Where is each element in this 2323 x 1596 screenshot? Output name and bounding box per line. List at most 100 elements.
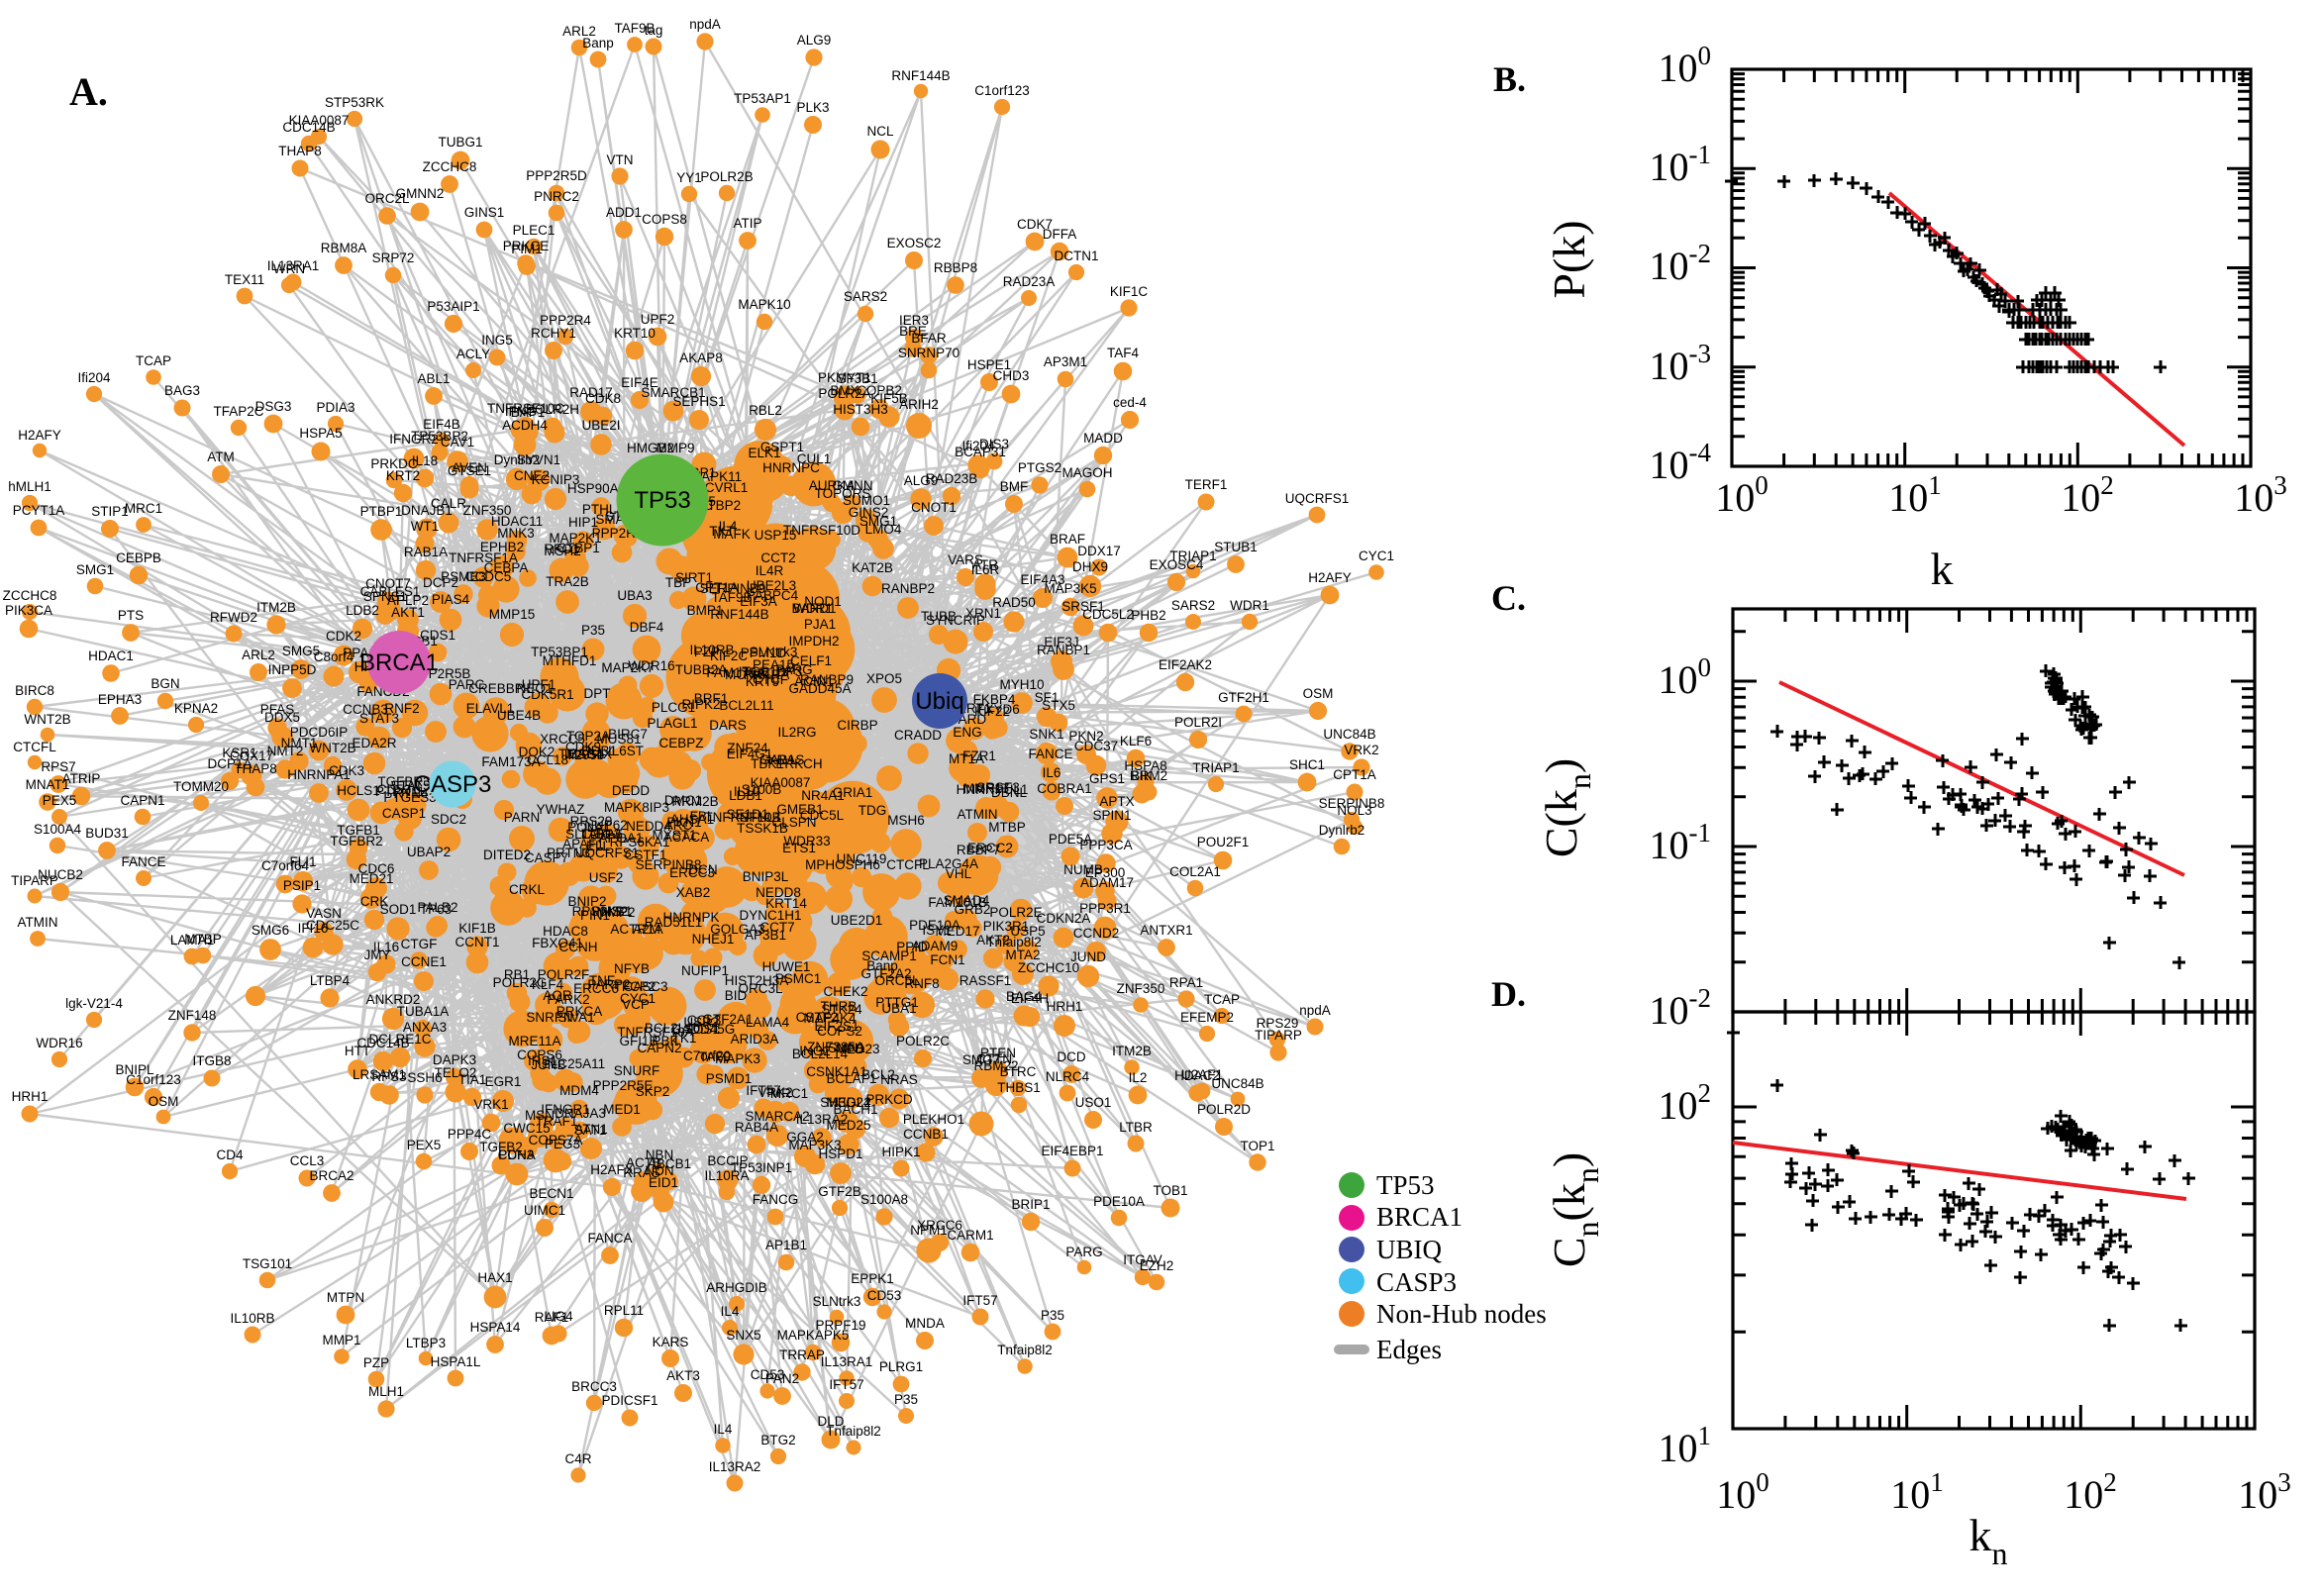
svg-text:A.: A. (69, 69, 108, 114)
svg-text:CAV1: CAV1 (441, 435, 474, 449)
svg-text:RANBP1: RANBP1 (1037, 643, 1090, 657)
svg-text:CCNE1: CCNE1 (401, 954, 447, 969)
svg-text:NEO1: NEO1 (517, 681, 554, 696)
svg-text:PLA2G4A: PLA2G4A (919, 856, 978, 871)
svg-text:ISY1: ISY1 (922, 923, 951, 938)
svg-text:PTHLH: PTHLH (582, 502, 626, 517)
svg-text:USP2: USP2 (683, 1015, 718, 1030)
svg-text:MAPKAPK5: MAPKAPK5 (777, 1328, 850, 1343)
svg-text:MDM4: MDM4 (559, 1083, 599, 1098)
svg-text:IL16: IL16 (373, 940, 399, 954)
svg-text:10-3: 10-3 (1650, 339, 1712, 388)
svg-text:AHSA1: AHSA1 (670, 812, 714, 827)
svg-text:PMS2: PMS2 (592, 904, 629, 919)
svg-text:POU2F1: POU2F1 (1197, 835, 1250, 849)
svg-text:BECN1: BECN1 (529, 1186, 573, 1201)
svg-text:IL13RA2: IL13RA2 (709, 1459, 761, 1474)
svg-text:EXOSC2: EXOSC2 (887, 236, 942, 250)
svg-text:FANCE: FANCE (1028, 747, 1072, 761)
svg-text:CCND2: CCND2 (1073, 926, 1120, 941)
svg-text:RPS6KA1: RPS6KA1 (610, 835, 670, 849)
svg-text:BRAF: BRAF (1050, 532, 1085, 547)
svg-text:UNC84B: UNC84B (1211, 1076, 1263, 1091)
svg-text:CCDC5: CCDC5 (465, 569, 512, 584)
svg-text:PAN2: PAN2 (765, 1371, 799, 1386)
svg-text:IER3: IER3 (899, 313, 929, 328)
svg-text:PTGS2: PTGS2 (1018, 460, 1061, 475)
svg-text:PPID: PPID (896, 940, 928, 954)
svg-text:POLR2F: POLR2F (538, 967, 590, 982)
svg-text:PPP2R4: PPP2R4 (540, 313, 591, 328)
svg-text:TRRAP: TRRAP (779, 1347, 825, 1362)
svg-text:SMG7: SMG7 (962, 1052, 1000, 1067)
svg-text:ZCCHC8: ZCCHC8 (423, 159, 477, 174)
svg-text:EIF3A: EIF3A (740, 594, 777, 609)
svg-text:JUND: JUND (1070, 949, 1106, 964)
svg-text:PPM1D: PPM1D (741, 646, 787, 660)
svg-text:ITGB1BP3: ITGB1BP3 (739, 664, 803, 679)
svg-text:MAGOH: MAGOH (1061, 465, 1112, 480)
svg-text:P35: P35 (1041, 1308, 1064, 1323)
svg-text:KAT2B: KAT2B (852, 560, 893, 575)
svg-text:PJA1: PJA1 (804, 617, 836, 632)
svg-text:TRAF1: TRAF1 (536, 1114, 578, 1129)
svg-text:ORC2L: ORC2L (364, 191, 410, 206)
svg-text:CASP3: CASP3 (414, 771, 492, 798)
svg-text:RAD51L1: RAD51L1 (645, 915, 703, 930)
svg-text:AURKA: AURKA (809, 478, 856, 493)
svg-text:BRF1: BRF1 (694, 691, 729, 706)
svg-text:COPS7A: COPS7A (529, 1133, 583, 1147)
svg-text:TGFB2: TGFB2 (479, 1140, 523, 1154)
svg-text:RNF144B: RNF144B (891, 68, 950, 83)
svg-text:AP3M1: AP3M1 (1044, 354, 1087, 369)
svg-text:MAPK8IP3: MAPK8IP3 (604, 800, 669, 815)
svg-text:HIST2H3A: HIST2H3A (725, 973, 789, 988)
svg-text:IFNG: IFNG (505, 404, 537, 419)
svg-text:ENG: ENG (953, 725, 981, 740)
svg-text:BAG4: BAG4 (1006, 989, 1043, 1004)
svg-text:ATN1: ATN1 (574, 1122, 608, 1137)
svg-text:PARK2: PARK2 (547, 992, 589, 1007)
svg-text:STP53RK: STP53RK (325, 95, 384, 110)
svg-text:IL10: IL10 (734, 784, 759, 799)
svg-text:IL4: IL4 (721, 1304, 740, 1319)
svg-text:ARHGDIB: ARHGDIB (706, 1280, 767, 1295)
svg-text:CHD3: CHD3 (993, 368, 1030, 383)
svg-text:COX17: COX17 (230, 748, 273, 763)
svg-text:BRCA2: BRCA2 (309, 1168, 354, 1183)
svg-text:LDB2: LDB2 (346, 603, 379, 618)
svg-text:CYC1: CYC1 (620, 991, 656, 1006)
svg-text:CTTN: CTTN (976, 1051, 1012, 1066)
svg-text:A2M: A2M (633, 922, 660, 937)
svg-text:NMT2: NMT2 (267, 744, 304, 758)
svg-text:Banp: Banp (866, 958, 898, 973)
svg-text:KIF1B: KIF1B (458, 921, 496, 936)
svg-text:RAD23A: RAD23A (1003, 274, 1056, 289)
svg-text:MAP2K1: MAP2K1 (549, 531, 601, 546)
svg-text:STK24: STK24 (821, 1002, 862, 1017)
svg-text:SMG1: SMG1 (76, 562, 114, 577)
svg-text:PTEN: PTEN (980, 1046, 1016, 1060)
svg-text:TOP1: TOP1 (1240, 1139, 1274, 1153)
svg-text:SHC1: SHC1 (1289, 757, 1325, 772)
svg-text:AKT2: AKT2 (976, 933, 1010, 948)
svg-text:DBNL: DBNL (991, 785, 1028, 800)
svg-text:ERCC6: ERCC6 (573, 981, 619, 996)
svg-text:TAF9B: TAF9B (711, 590, 752, 605)
svg-text:CCNH: CCNH (559, 940, 598, 954)
svg-text:PRKCE: PRKCE (503, 239, 550, 253)
svg-text:IMPDH2: IMPDH2 (788, 634, 839, 648)
svg-text:AKAP8: AKAP8 (679, 350, 723, 365)
svg-text:lgk-V21-4: lgk-V21-4 (65, 996, 123, 1011)
svg-text:SNURF: SNURF (614, 1063, 660, 1078)
svg-text:CSTF2: CSTF2 (796, 1010, 839, 1025)
svg-text:CHEK2: CHEK2 (823, 984, 867, 999)
svg-text:GRB2: GRB2 (955, 902, 991, 917)
svg-text:RPS3: RPS3 (371, 1069, 406, 1084)
svg-text:RBM22: RBM22 (973, 1058, 1018, 1073)
svg-text:CDC37: CDC37 (1074, 739, 1118, 753)
svg-text:FANCA: FANCA (587, 1231, 632, 1246)
svg-text:RAD17: RAD17 (569, 385, 613, 400)
svg-text:PLCG1: PLCG1 (652, 700, 695, 715)
svg-text:SRSF1: SRSF1 (1061, 599, 1105, 614)
